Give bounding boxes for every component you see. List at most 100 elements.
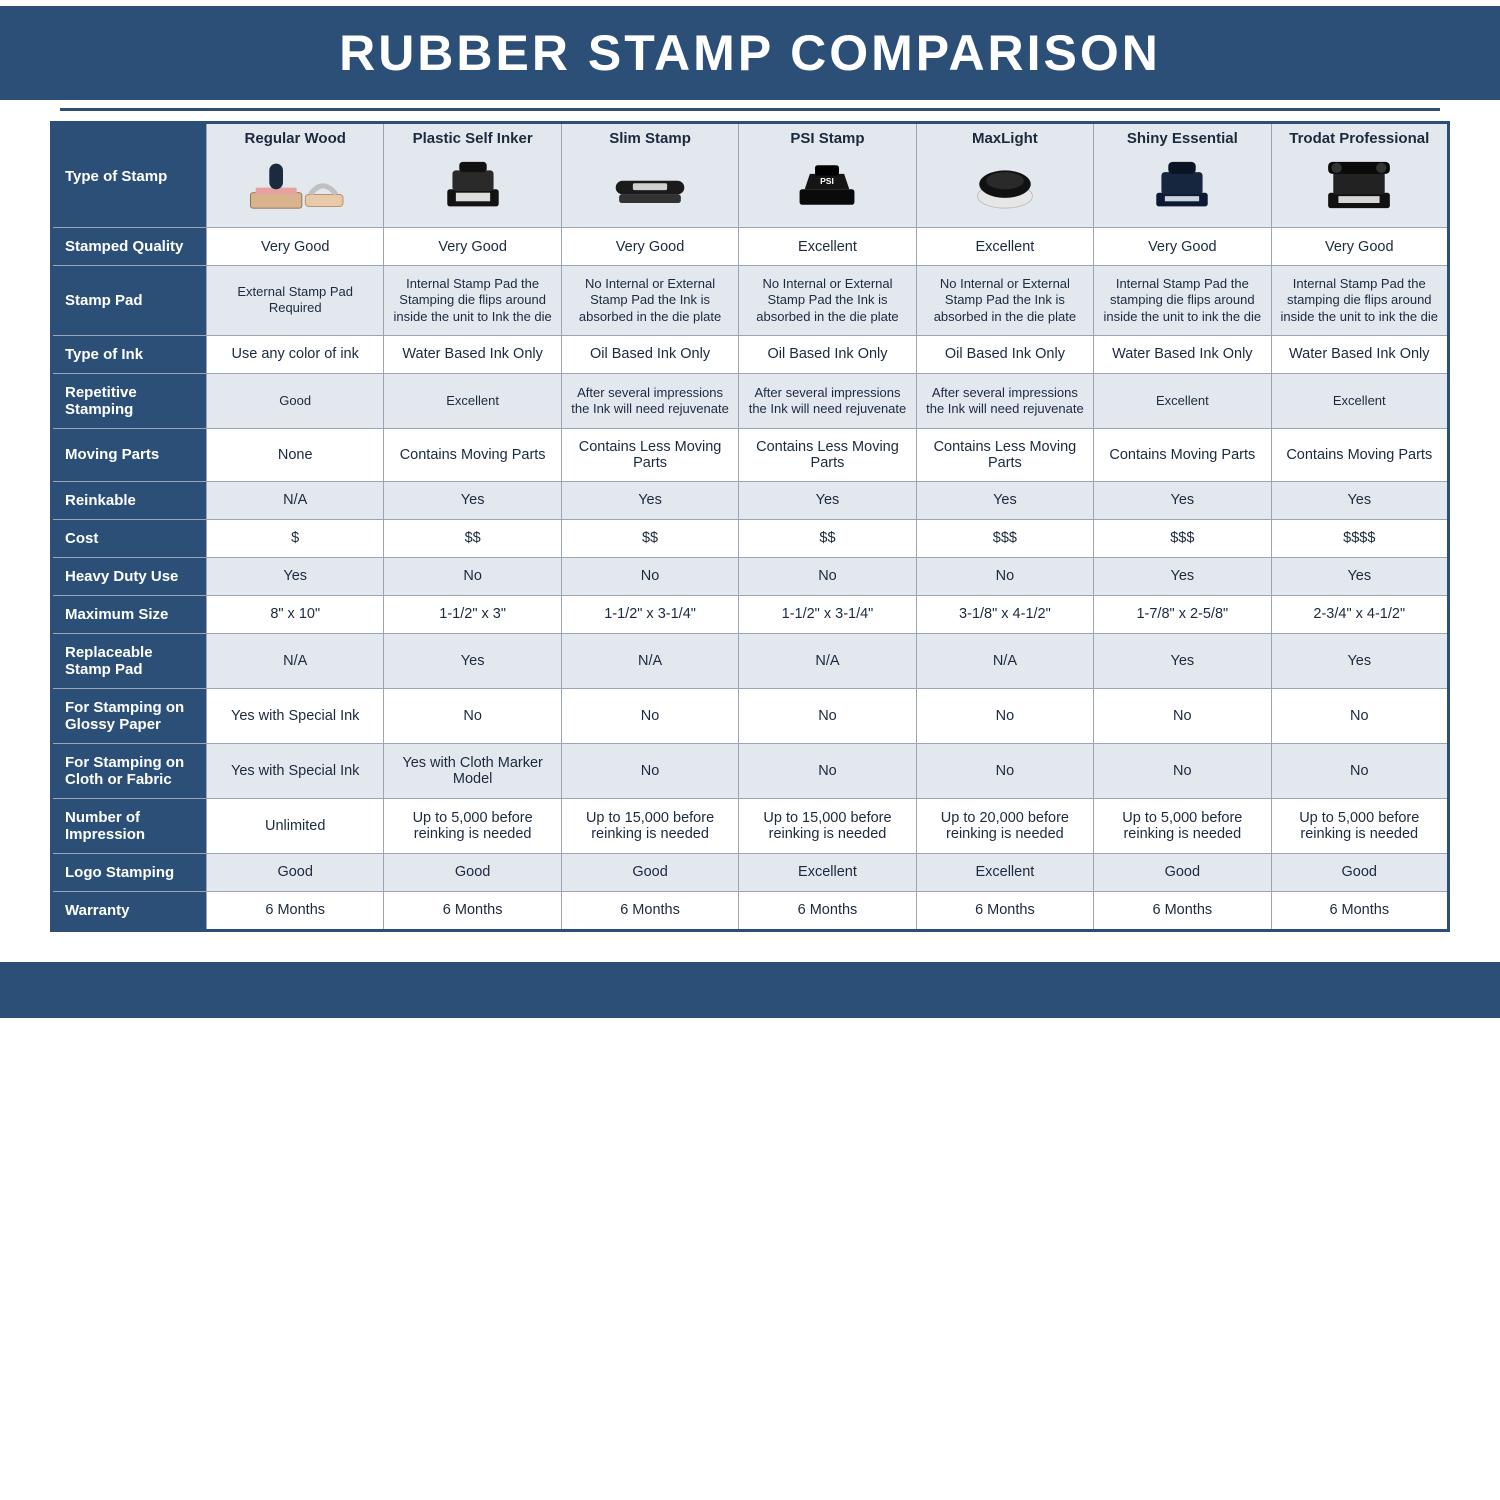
cell: No xyxy=(916,743,1093,798)
cell: Yes with Cloth Marker Model xyxy=(384,743,561,798)
cell: Oil Based Ink Only xyxy=(739,335,916,373)
cell: Yes xyxy=(1094,481,1271,519)
title-rule xyxy=(60,108,1440,111)
cell: No xyxy=(739,743,916,798)
table-row: Logo StampingGoodGoodGoodExcellentExcell… xyxy=(52,853,1449,891)
table-row: Type of InkUse any color of inkWater Bas… xyxy=(52,335,1449,373)
stamp-icon-wood xyxy=(211,153,379,217)
cell: $$$ xyxy=(1094,519,1271,557)
cell: None xyxy=(207,428,384,481)
cell: Yes xyxy=(1094,633,1271,688)
cell: 1-1/2" x 3" xyxy=(384,595,561,633)
cell: Contains Moving Parts xyxy=(1094,428,1271,481)
cell: Yes xyxy=(1271,633,1448,688)
cell: No Internal or External Stamp Pad the In… xyxy=(916,266,1093,336)
col-header-plastic: Plastic Self Inker xyxy=(384,123,561,228)
cell: 6 Months xyxy=(561,891,738,930)
cell: Excellent xyxy=(384,373,561,428)
header-row: Type of Stamp Regular WoodPlastic Self I… xyxy=(52,123,1449,228)
table-row: Heavy Duty UseYesNoNoNoNoYesYes xyxy=(52,557,1449,595)
cell: Very Good xyxy=(1271,228,1448,266)
col-header-wood: Regular Wood xyxy=(207,123,384,228)
row-header: Warranty xyxy=(52,891,207,930)
row-header: Number of Impression xyxy=(52,798,207,853)
cell: Yes xyxy=(207,557,384,595)
cell: Yes xyxy=(1271,557,1448,595)
table-head: Type of Stamp Regular WoodPlastic Self I… xyxy=(52,123,1449,228)
col-label-plastic: Plastic Self Inker xyxy=(388,130,556,147)
cell: Yes xyxy=(916,481,1093,519)
row-header: For Stamping on Cloth or Fabric xyxy=(52,743,207,798)
table-row: ReinkableN/AYesYesYesYesYesYes xyxy=(52,481,1449,519)
cell: Yes xyxy=(739,481,916,519)
row-header: Stamp Pad xyxy=(52,266,207,336)
cell: Contains Moving Parts xyxy=(384,428,561,481)
cell: No xyxy=(384,557,561,595)
comparison-table: Type of Stamp Regular WoodPlastic Self I… xyxy=(50,121,1450,932)
cell: Good xyxy=(207,373,384,428)
table-wrap: Type of Stamp Regular WoodPlastic Self I… xyxy=(0,121,1500,932)
table-row: Repetitive StampingGoodExcellentAfter se… xyxy=(52,373,1449,428)
cell: No xyxy=(561,743,738,798)
cell: Good xyxy=(561,853,738,891)
cell: Up to 20,000 before reinking is needed xyxy=(916,798,1093,853)
cell: 6 Months xyxy=(1271,891,1448,930)
cell: Contains Moving Parts xyxy=(1271,428,1448,481)
cell: No xyxy=(739,688,916,743)
cell: 1-1/2" x 3-1/4" xyxy=(561,595,738,633)
cell: N/A xyxy=(561,633,738,688)
row-header: Heavy Duty Use xyxy=(52,557,207,595)
cell: No xyxy=(916,688,1093,743)
table-row: Warranty6 Months6 Months6 Months6 Months… xyxy=(52,891,1449,930)
row-header: Reinkable xyxy=(52,481,207,519)
cell: Internal Stamp Pad the Stamping die flip… xyxy=(384,266,561,336)
cell: After several impressions the Ink will n… xyxy=(916,373,1093,428)
table-row: Moving PartsNoneContains Moving PartsCon… xyxy=(52,428,1449,481)
cell: No xyxy=(384,688,561,743)
cell: 6 Months xyxy=(916,891,1093,930)
cell: After several impressions the Ink will n… xyxy=(739,373,916,428)
cell: $$ xyxy=(384,519,561,557)
cell: 2-3/4" x 4-1/2" xyxy=(1271,595,1448,633)
col-header-trodat: Trodat Professional xyxy=(1271,123,1448,228)
cell: Yes with Special Ink xyxy=(207,743,384,798)
cell: Up to 15,000 before reinking is needed xyxy=(561,798,738,853)
col-label-psi: PSI Stamp xyxy=(743,130,911,147)
row-header: Logo Stamping xyxy=(52,853,207,891)
col-label-slim: Slim Stamp xyxy=(566,130,734,147)
table-row: Maximum Size8" x 10"1-1/2" x 3"1-1/2" x … xyxy=(52,595,1449,633)
cell: No Internal or External Stamp Pad the In… xyxy=(561,266,738,336)
cell: Oil Based Ink Only xyxy=(561,335,738,373)
col-header-maxlight: MaxLight xyxy=(916,123,1093,228)
bottom-band xyxy=(0,958,1500,1018)
cell: Yes xyxy=(384,481,561,519)
table-row: Stamp PadExternal Stamp Pad RequiredInte… xyxy=(52,266,1449,336)
stamp-icon-plastic xyxy=(388,153,556,217)
cell: Good xyxy=(1094,853,1271,891)
title-rule-wrap xyxy=(0,104,1500,121)
cell: Contains Less Moving Parts xyxy=(739,428,916,481)
cell: Good xyxy=(384,853,561,891)
cell: No xyxy=(1271,743,1448,798)
cell: No xyxy=(561,557,738,595)
page-title: RUBBER STAMP COMPARISON xyxy=(0,24,1500,82)
col-header-psi: PSI StampPSI xyxy=(739,123,916,228)
stamp-icon-shiny xyxy=(1098,153,1266,217)
col-header-shiny: Shiny Essential xyxy=(1094,123,1271,228)
cell: Up to 5,000 before reinking is needed xyxy=(384,798,561,853)
cell: Yes xyxy=(384,633,561,688)
cell: No xyxy=(1094,743,1271,798)
title-bar: RUBBER STAMP COMPARISON xyxy=(0,0,1500,104)
cell: No xyxy=(916,557,1093,595)
table-row: For Stamping on Cloth or FabricYes with … xyxy=(52,743,1449,798)
cell: 6 Months xyxy=(207,891,384,930)
cell: $$ xyxy=(739,519,916,557)
cell: No xyxy=(1094,688,1271,743)
cell: N/A xyxy=(207,633,384,688)
cell: 8" x 10" xyxy=(207,595,384,633)
row-header: Cost xyxy=(52,519,207,557)
col-header-slim: Slim Stamp xyxy=(561,123,738,228)
cell: Water Based Ink Only xyxy=(1271,335,1448,373)
cell: External Stamp Pad Required xyxy=(207,266,384,336)
cell: 6 Months xyxy=(1094,891,1271,930)
